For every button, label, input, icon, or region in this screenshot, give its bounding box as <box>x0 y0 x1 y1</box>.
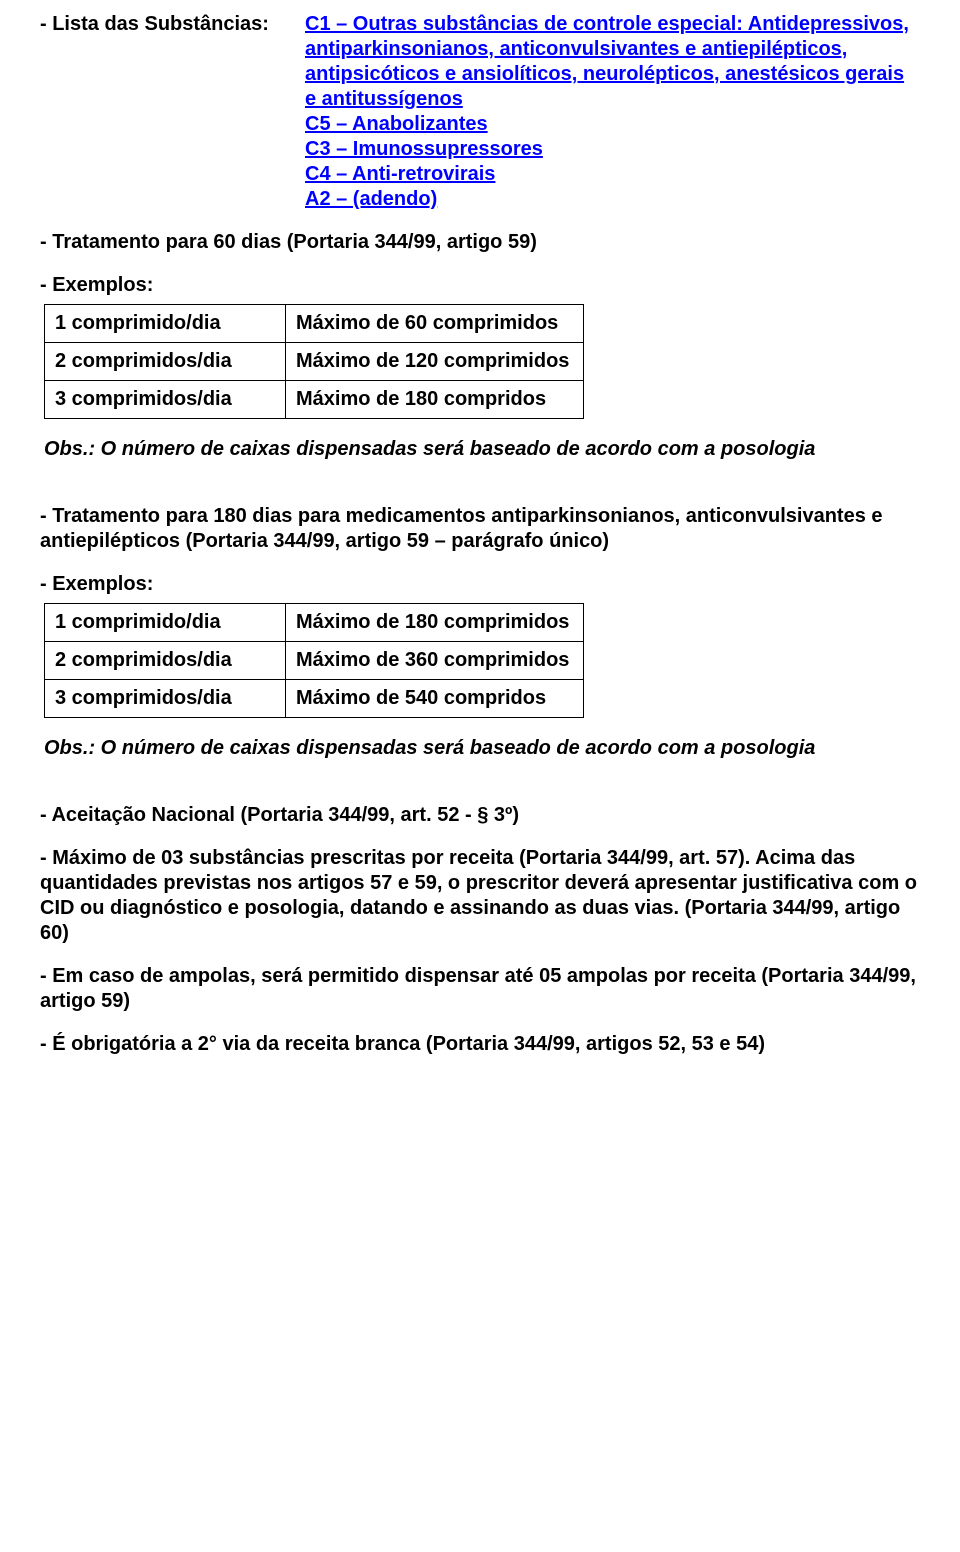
obs-1: Obs.: O número de caixas dispensadas ser… <box>44 437 920 462</box>
tratamento-180: - Tratamento para 180 dias para medicame… <box>40 504 920 554</box>
lista-values: C1 – Outras substâncias de controle espe… <box>305 12 920 212</box>
table-row: 1 comprimido/dia Máximo de 180 comprimid… <box>45 604 584 642</box>
t1-r2b: Máximo de 120 comprimidos <box>286 343 584 381</box>
t1-r3a: 3 comprimidos/dia <box>45 381 286 419</box>
t2-r3a: 3 comprimidos/dia <box>45 680 286 718</box>
t2-r1b: Máximo de 180 comprimidos <box>286 604 584 642</box>
lista-label: - Lista das Substâncias: <box>40 12 305 37</box>
t2-r1a: 1 comprimido/dia <box>45 604 286 642</box>
t1-r2a: 2 comprimidos/dia <box>45 343 286 381</box>
obrigatoria-2-via: - É obrigatória a 2° via da receita bran… <box>40 1032 920 1057</box>
t1-r1b: Máximo de 60 comprimidos <box>286 305 584 343</box>
lista-substancias-row: - Lista das Substâncias: C1 – Outras sub… <box>40 12 920 212</box>
aceitacao-nacional: - Aceitação Nacional (Portaria 344/99, a… <box>40 803 920 828</box>
lista-a2-link[interactable]: A2 – (adendo) <box>305 187 920 212</box>
ampolas: - Em caso de ampolas, será permitido dis… <box>40 964 920 1014</box>
table-row: 1 comprimido/dia Máximo de 60 comprimido… <box>45 305 584 343</box>
lista-c1-link[interactable]: C1 – Outras substâncias de controle espe… <box>305 12 920 112</box>
lista-c5-link[interactable]: C5 – Anabolizantes <box>305 112 920 137</box>
table-row: 2 comprimidos/dia Máximo de 360 comprimi… <box>45 642 584 680</box>
maximo-03: - Máximo de 03 substâncias prescritas po… <box>40 846 920 946</box>
table-180-dias: 1 comprimido/dia Máximo de 180 comprimid… <box>44 603 584 718</box>
table-row: 3 comprimidos/dia Máximo de 180 comprido… <box>45 381 584 419</box>
t2-r2b: Máximo de 360 comprimidos <box>286 642 584 680</box>
lista-c3-link[interactable]: C3 – Imunossupressores <box>305 137 920 162</box>
exemplos-label-1: - Exemplos: <box>40 273 920 298</box>
lista-c4-link[interactable]: C4 – Anti-retrovirais <box>305 162 920 187</box>
table-60-dias: 1 comprimido/dia Máximo de 60 comprimido… <box>44 304 584 419</box>
t2-r3b: Máximo de 540 compridos <box>286 680 584 718</box>
obs-2: Obs.: O número de caixas dispensadas ser… <box>44 736 920 761</box>
table-row: 2 comprimidos/dia Máximo de 120 comprimi… <box>45 343 584 381</box>
exemplos-label-2: - Exemplos: <box>40 572 920 597</box>
table-row: 3 comprimidos/dia Máximo de 540 comprido… <box>45 680 584 718</box>
t2-r2a: 2 comprimidos/dia <box>45 642 286 680</box>
t1-r1a: 1 comprimido/dia <box>45 305 286 343</box>
tratamento-60: - Tratamento para 60 dias (Portaria 344/… <box>40 230 920 255</box>
t1-r3b: Máximo de 180 compridos <box>286 381 584 419</box>
